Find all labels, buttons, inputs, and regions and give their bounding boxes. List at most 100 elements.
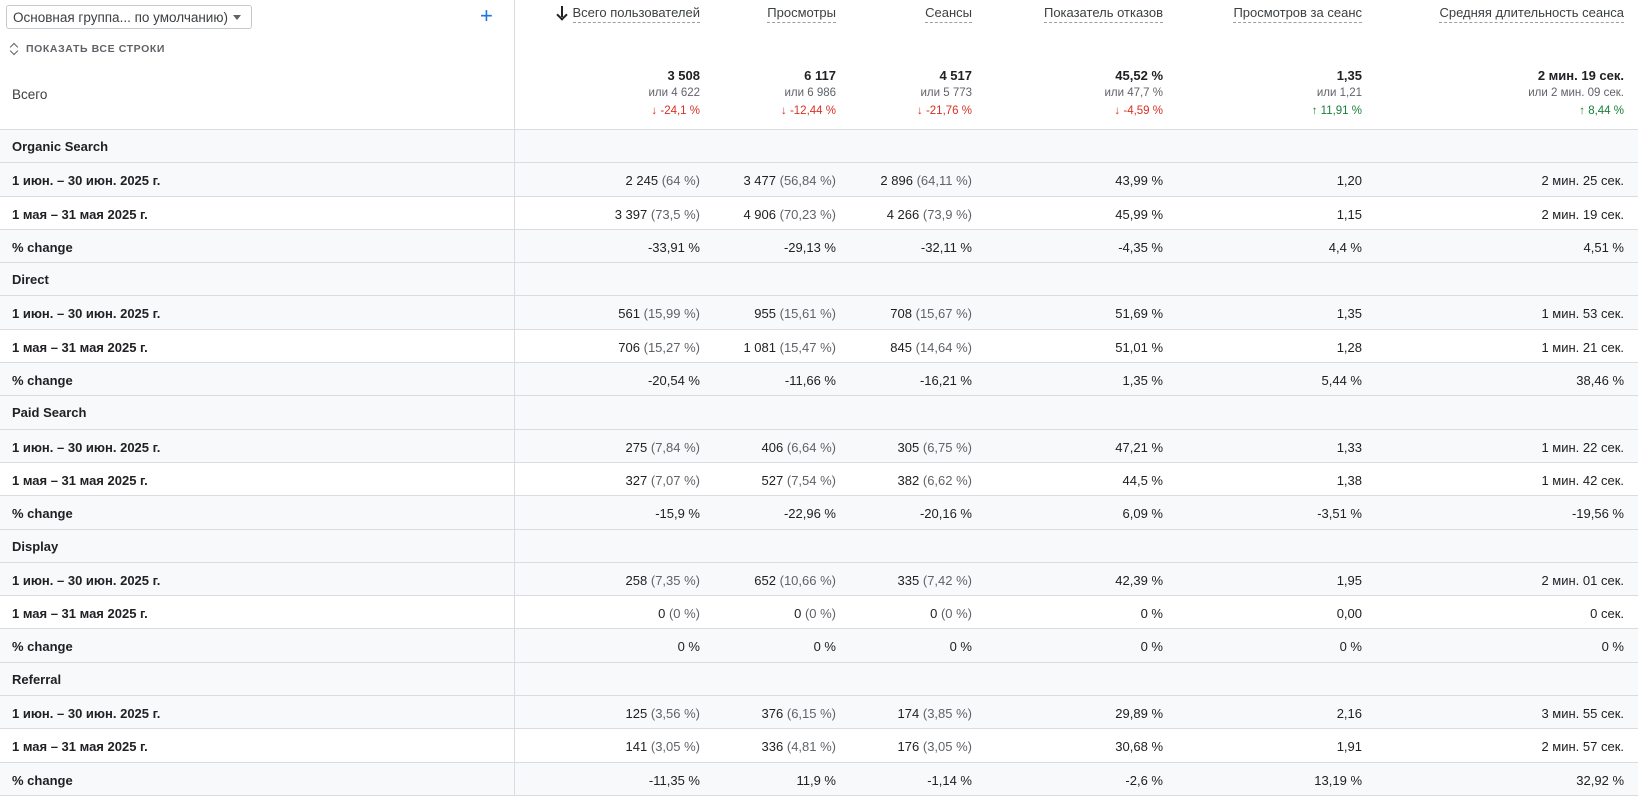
cell-share: (4,81 %) xyxy=(786,739,836,755)
table-cell: -2,6 % xyxy=(1125,773,1163,788)
column-header[interactable]: Просмотры xyxy=(767,5,836,23)
dimension-select-value: Основная группа... по умолчанию) xyxy=(13,9,228,25)
table-row[interactable]: 1 мая – 31 мая 2025 г. 3 397 (73,5 %) 4 90… xyxy=(0,197,1638,230)
table-row[interactable]: % change -11,35 % 11,9 % -1,14 % -2,6 % 13,19… xyxy=(0,762,1638,796)
table-row[interactable]: % change -15,9 % -22,96 % -20,16 % 6,09 % -3,… xyxy=(0,496,1638,530)
table-cell: 275 (7,84 %) xyxy=(626,440,700,455)
column-header-label: Средняя длительность сеанса xyxy=(1439,5,1624,23)
table-cell: 4,4 % xyxy=(1329,240,1362,255)
table-row[interactable]: % change -20,54 % -11,66 % -16,21 % 1,35 % 5,… xyxy=(0,363,1638,397)
table-row[interactable]: % change -33,91 % -29,13 % -32,11 % -4,35 % 4… xyxy=(0,229,1638,264)
column-header[interactable]: Сеансы xyxy=(925,5,972,23)
table-row[interactable]: 1 мая – 31 мая 2025 г. 0 (0 %) 0 (0 %) 0 (0… xyxy=(0,596,1638,630)
table-cell: 2 мин. 57 сек. xyxy=(1541,739,1624,754)
cell-value: 5,44 % xyxy=(1321,373,1362,389)
cell-value: -16,21 % xyxy=(919,373,972,389)
table-cell: 0 % xyxy=(814,639,836,654)
table-cell: 32,92 % xyxy=(1576,773,1624,788)
table-cell: -3,51 % xyxy=(1317,506,1362,521)
cell-value: -3,51 % xyxy=(1317,506,1362,522)
table-cell: 5,44 % xyxy=(1322,373,1362,388)
cell-value: 2,16 xyxy=(1336,706,1362,722)
table-row[interactable]: 1 июн. – 30 июн. 2025 г. 125 (3,56 %) 376 … xyxy=(0,696,1638,730)
dimension-select[interactable]: Основная группа... по умолчанию) xyxy=(6,5,252,29)
row-label: 1 июн. – 30 июн. 2025 г. xyxy=(12,439,161,455)
cell-value: 1 мин. 22 сек. xyxy=(1541,439,1624,455)
table-row[interactable]: 1 июн. – 30 июн. 2025 г. 561 (15,99 %) 955… xyxy=(0,296,1638,330)
cell-value: 38,46 % xyxy=(1576,373,1624,389)
cell-value: 527 xyxy=(761,472,784,488)
cell-value: 1,95 xyxy=(1336,572,1362,588)
table-row[interactable]: 1 мая – 31 мая 2025 г. 327 (7,07 %) 527 (7… xyxy=(0,463,1638,497)
table-cell: 706 (15,27 %) xyxy=(618,340,700,355)
cell-value: 0 сек. xyxy=(1590,606,1624,622)
table-cell: 1,28 xyxy=(1337,340,1362,355)
table-cell: 1,91 xyxy=(1337,739,1362,754)
column-header[interactable]: Показатель отказов xyxy=(1043,5,1163,23)
table-cell: -20,16 % xyxy=(920,506,972,521)
total-value: 6 117 xyxy=(804,68,836,83)
total-delta: ↓ -21,76 % xyxy=(917,105,972,117)
cell-value: 406 xyxy=(761,439,784,455)
table-cell: 1,38 xyxy=(1337,473,1362,488)
cell-value: 2 мин. 19 сек. xyxy=(1541,206,1624,222)
table-cell: 174 (3,85 %) xyxy=(898,706,972,721)
row-label: % change xyxy=(12,639,73,655)
add-dimension-icon[interactable]: + xyxy=(480,3,493,28)
table-cell: 13,19 % xyxy=(1314,773,1362,788)
column-header[interactable]: Средняя длительность сеанса xyxy=(1439,5,1624,23)
total-compare-value: или 4 622 xyxy=(648,87,700,99)
show-all-rows-button[interactable]: ПОКАЗАТЬ ВСЕ СТРОКИ xyxy=(10,42,165,56)
cell-value: 1,33 xyxy=(1336,439,1362,455)
cell-value: 561 xyxy=(618,306,640,322)
cell-value: 1,28 xyxy=(1336,339,1362,355)
cell-value: 327 xyxy=(625,472,648,488)
table-cell: -20,54 % xyxy=(648,373,700,388)
cell-value: 30,68 % xyxy=(1115,739,1163,755)
cell-value: 1,38 xyxy=(1336,472,1362,488)
table-cell: -11,66 % xyxy=(785,373,836,388)
row-label: % change xyxy=(12,772,73,788)
table-cell: 2 мин. 25 сек. xyxy=(1541,173,1624,188)
table-cell: 0,00 xyxy=(1337,606,1362,621)
cell-share: (7,07 %) xyxy=(650,472,700,488)
cell-value: 0 % xyxy=(1601,639,1624,655)
table-cell: 3 397 (73,5 %) xyxy=(615,207,700,222)
table-cell: 0 % xyxy=(950,639,972,654)
cell-share: (0 %) xyxy=(804,606,836,622)
table-cell: 125 (3,56 %) xyxy=(626,706,700,721)
table-cell: 4,51 % xyxy=(1584,240,1624,255)
column-header[interactable]: Просмотров за сеанс xyxy=(1233,5,1362,23)
table-cell: 305 (6,75 %) xyxy=(898,440,972,455)
cell-share: (10,66 %) xyxy=(779,572,836,588)
table-row[interactable]: 1 июн. – 30 июн. 2025 г. 275 (7,84 %) 406 … xyxy=(0,429,1638,463)
cell-share: (7,35 %) xyxy=(650,572,700,588)
table-row[interactable]: 1 июн. – 30 июн. 2025 г. 258 (7,35 %) 652 … xyxy=(0,562,1638,597)
cell-value: 32,92 % xyxy=(1576,772,1624,788)
cell-value: 1 мин. 21 сек. xyxy=(1541,339,1624,355)
cell-value: 0 % xyxy=(1140,639,1163,655)
column-header[interactable]: Всего пользователей xyxy=(557,5,700,23)
cell-value: -2,6 % xyxy=(1125,772,1163,788)
table-row[interactable]: 1 мая – 31 мая 2025 г. 141 (3,05 %) 336 (4… xyxy=(0,729,1638,763)
cell-value: 0,00 xyxy=(1336,606,1362,622)
table-cell: 406 (6,64 %) xyxy=(762,440,836,455)
cell-share: (6,62 %) xyxy=(922,472,972,488)
table-cell: 38,46 % xyxy=(1576,373,1624,388)
cell-value: 0 % xyxy=(1339,639,1362,655)
cell-value: 43,99 % xyxy=(1115,173,1163,189)
table-row[interactable]: 1 июн. – 30 июн. 2025 г. 2 245 (64 %) 3 47… xyxy=(0,163,1638,197)
table-cell: -4,35 % xyxy=(1118,240,1163,255)
cell-value: 1,15 xyxy=(1336,206,1362,222)
table-cell: 176 (3,05 %) xyxy=(898,739,972,754)
table-row[interactable]: 1 мая – 31 мая 2025 г. 706 (15,27 %) 1 081… xyxy=(0,330,1638,364)
total-delta: ↓ -12,44 % xyxy=(781,105,836,117)
total-value: 3 508 xyxy=(667,68,700,83)
table-cell: 6,09 % xyxy=(1123,506,1163,521)
total-delta: ↑ 11,91 % xyxy=(1311,105,1362,117)
table-row[interactable]: % change 0 % 0 % 0 % 0 % 0 % 0 % xyxy=(0,629,1638,663)
cell-share: (70,23 %) xyxy=(779,206,836,222)
cell-value: 29,89 % xyxy=(1115,706,1163,722)
table-cell: 51,69 % xyxy=(1115,306,1163,321)
row-label: 1 июн. – 30 июн. 2025 г. xyxy=(12,706,161,722)
